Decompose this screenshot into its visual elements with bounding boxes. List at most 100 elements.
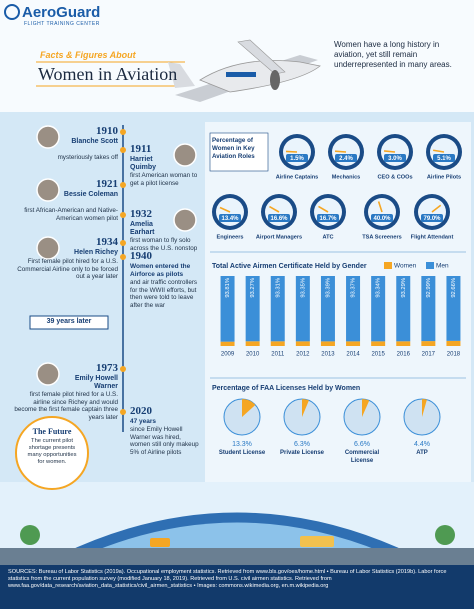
- timeline-text: first American woman to get a pilot lice…: [130, 172, 198, 187]
- gauge-needle: [377, 201, 383, 213]
- gauge-label-bg: [317, 214, 339, 222]
- intro: Women have a long history in aviation, y…: [334, 40, 452, 69]
- timeline-dot: [120, 409, 126, 415]
- pie-slice: [242, 399, 256, 417]
- timeline-text: and air traffic controllers for the WWII…: [130, 279, 198, 309]
- bar-segment: [421, 276, 436, 342]
- timeline-text: first female pilot hired for a U.S. airl…: [14, 391, 118, 421]
- bar-segment: [446, 276, 461, 341]
- bar-segment: [396, 341, 411, 346]
- pie-category: Commercial License: [344, 450, 380, 464]
- bar-value-label: 93.29%: [401, 278, 407, 298]
- gap-label: 39 years later: [46, 318, 92, 325]
- x-tick-label: 2018: [447, 352, 461, 358]
- timeline-dot: [120, 212, 126, 218]
- logo: AeroGuard: [22, 4, 101, 21]
- bar-segment: [270, 276, 285, 342]
- timeline-year: 1940: [130, 250, 152, 262]
- gauge-value: 13.4%: [221, 216, 239, 222]
- bar-value-label: 93.35%: [300, 278, 306, 298]
- logo-icon: [4, 4, 20, 20]
- x-tick-label: 2014: [346, 352, 360, 358]
- bar-segment: [320, 341, 335, 346]
- timeline-year: 2020: [130, 405, 152, 417]
- legend-label: Women: [394, 263, 417, 270]
- bar-segment: [371, 276, 386, 342]
- timeline-text: First female pilot hired for a U.S. Comm…: [17, 258, 118, 280]
- gauge-label-bg: [268, 214, 290, 222]
- gauge-category: Airline Pilots: [427, 174, 461, 180]
- bar-segment: [245, 341, 260, 346]
- gauge-needle: [285, 150, 298, 153]
- gauge-title: Percentage of Women in Key Aviation Role…: [212, 137, 255, 160]
- timeline-dot: [120, 366, 126, 372]
- airport-illustration: [0, 482, 474, 567]
- bar-segment: [320, 276, 335, 342]
- portrait: [173, 143, 197, 167]
- timeline-text: first woman to fly solo across the U.S. …: [130, 237, 198, 252]
- future-title: The Future: [32, 427, 72, 436]
- bar-value-label: 93.34%: [376, 278, 382, 298]
- gauge-value: 40.0%: [373, 216, 391, 222]
- timeline-text: since Emily Howell Warner was hired, wom…: [130, 426, 199, 456]
- pie-value: 6.6%: [354, 441, 370, 448]
- x-tick-label: 2009: [221, 352, 235, 358]
- x-tick-label: 2011: [271, 352, 285, 358]
- gauge-value: 16.6%: [270, 216, 288, 222]
- gauge-label-bg: [219, 214, 241, 222]
- bar-value-label: 92.99%: [426, 278, 432, 298]
- portrait: [36, 178, 60, 202]
- future-circle: [15, 416, 89, 490]
- chart-title: Percentage of FAA Licenses Held by Women: [212, 385, 360, 392]
- timeline-dot: [120, 240, 126, 246]
- gauge-needle: [318, 205, 329, 213]
- x-tick-label: 2012: [296, 352, 310, 358]
- timeline-year: 1921: [96, 178, 118, 190]
- timeline-dot: [120, 254, 126, 260]
- timeline-headline: 47 years: [130, 418, 157, 425]
- kicker: Facts & Figures About: [40, 50, 136, 60]
- bar-segment: [295, 276, 310, 342]
- bar-segment: [220, 276, 235, 342]
- timeline-dot: [120, 182, 126, 188]
- timeline-dot: [120, 129, 126, 135]
- gauge-needle: [219, 206, 231, 213]
- bar-value-label: 93.31%: [275, 278, 281, 298]
- gauge-needle: [269, 205, 280, 213]
- bar-segment: [346, 341, 361, 346]
- bar-segment: [446, 340, 461, 346]
- timeline-name: Emily Howell Warner: [74, 375, 118, 390]
- gauge-value: 1.5%: [290, 156, 304, 162]
- bar-segment: [396, 276, 411, 342]
- timeline-year: 1934: [96, 236, 118, 248]
- bar-value-label: 93.81%: [225, 278, 231, 298]
- pie-value: 13.3%: [232, 441, 252, 448]
- gauge-label-bg: [421, 214, 443, 222]
- timeline-year: 1932: [130, 208, 152, 220]
- pie-value: 4.4%: [414, 441, 430, 448]
- gauge-value: 16.7%: [319, 216, 337, 222]
- title: Women in Aviation: [38, 64, 178, 84]
- bar-segment: [220, 341, 235, 346]
- gauge-label-bg: [286, 154, 308, 162]
- gauge-label-bg: [371, 214, 393, 222]
- gauge-category: Airline Captains: [276, 174, 319, 180]
- bar-value-label: 93.27%: [250, 278, 256, 298]
- footer-bg: [0, 565, 474, 609]
- timeline-name: Harriet Quimby: [130, 156, 157, 171]
- gauge-needle: [431, 204, 442, 213]
- pie-category: ATP: [416, 450, 428, 456]
- bar-value-label: 93.39%: [325, 278, 331, 298]
- timeline-name: Bessie Coleman: [63, 191, 118, 198]
- timeline-name: Amelia Earhart: [130, 221, 155, 236]
- pie-slice: [422, 399, 427, 417]
- gauge-value: 5.1%: [437, 156, 451, 162]
- portrait: [36, 236, 60, 260]
- gauge-value: 79.0%: [423, 216, 441, 222]
- chart-title: Total Active Airmen Certificate Held by …: [212, 263, 367, 270]
- pie-slice: [362, 399, 370, 417]
- pie-slice: [302, 399, 309, 417]
- gauge-category: Mechanics: [332, 174, 361, 180]
- gauge-category: Flight Attendant: [411, 234, 454, 240]
